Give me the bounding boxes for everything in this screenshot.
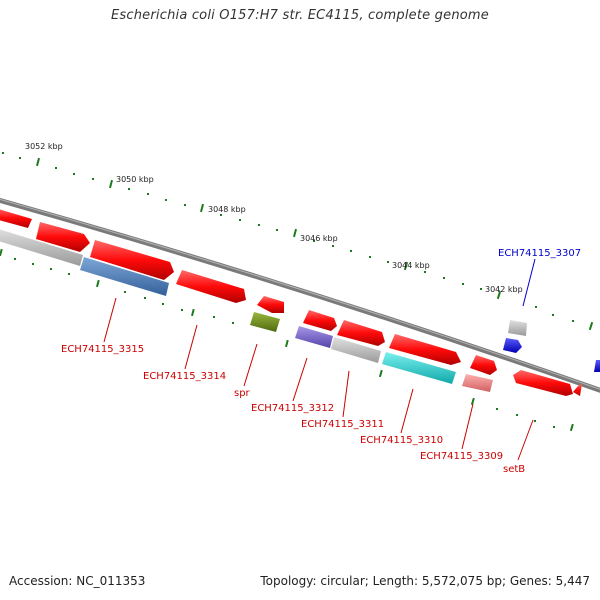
forward-strand: [0, 208, 600, 375]
cds-arrow[interactable]: [0, 208, 32, 228]
tick-label-3044: 3044 kbp: [392, 261, 430, 270]
accession-label: Accession: NC_011353: [9, 574, 146, 588]
gene-label-ECH74115-3311[interactable]: ECH74115_3311: [301, 419, 384, 430]
tick-label-3042: 3042 kbp: [485, 285, 523, 294]
tick-label-3046: 3046 kbp: [300, 234, 338, 243]
cds-arrow[interactable]: [503, 338, 522, 353]
cds-arrow[interactable]: [257, 296, 284, 313]
tick-label-3052: 3052 kbp: [25, 142, 63, 151]
gene-label-ECH74115-3307[interactable]: ECH74115_3307: [498, 248, 581, 259]
lower-tick-track: [0, 248, 574, 432]
gene-label-ECH74115-3309[interactable]: ECH74115_3309: [420, 451, 503, 462]
gene-block[interactable]: [462, 374, 493, 392]
gene-label-ECH74115-3315[interactable]: ECH74115_3315: [61, 344, 144, 355]
genome-backbone: [0, 197, 600, 393]
cds-arrow[interactable]: [36, 222, 90, 252]
gene-label-setB[interactable]: setB: [503, 464, 525, 475]
cds-arrow[interactable]: [594, 360, 600, 372]
gene-label-ECH74115-3312[interactable]: ECH74115_3312: [251, 403, 334, 414]
upper-tick-track: [2, 152, 594, 331]
cds-arrow[interactable]: [337, 320, 385, 346]
cds-arrow[interactable]: [176, 270, 246, 303]
topology-label: Topology: circular; Length: 5,572,075 bp…: [260, 574, 590, 588]
cds-arrow[interactable]: [470, 355, 497, 375]
callout-lines: [103, 258, 536, 461]
map-title: Escherichia coli O157:H7 str. EC4115, co…: [111, 8, 489, 23]
gene-block[interactable]: [250, 312, 280, 332]
gene-block[interactable]: [80, 257, 169, 296]
gene-label-spr[interactable]: spr: [234, 388, 251, 399]
gene-block[interactable]: [331, 337, 381, 363]
cds-arrow[interactable]: [303, 310, 337, 331]
cds-arrow[interactable]: [573, 384, 582, 396]
gene-label-ECH74115-3310[interactable]: ECH74115_3310: [360, 435, 443, 446]
gene-block[interactable]: [0, 228, 83, 266]
cds-arrow[interactable]: [513, 370, 573, 396]
tick-label-3050: 3050 kbp: [116, 175, 154, 184]
gene-block[interactable]: [295, 326, 333, 348]
cds-arrow[interactable]: [389, 334, 461, 365]
gene-block[interactable]: [382, 352, 456, 384]
cds-arrow[interactable]: [90, 240, 174, 280]
reverse-strand: [0, 228, 582, 396]
cds-arrow[interactable]: [508, 320, 527, 336]
gene-label-ECH74115-3314[interactable]: ECH74115_3314: [143, 371, 226, 382]
tick-label-3048: 3048 kbp: [208, 205, 246, 214]
